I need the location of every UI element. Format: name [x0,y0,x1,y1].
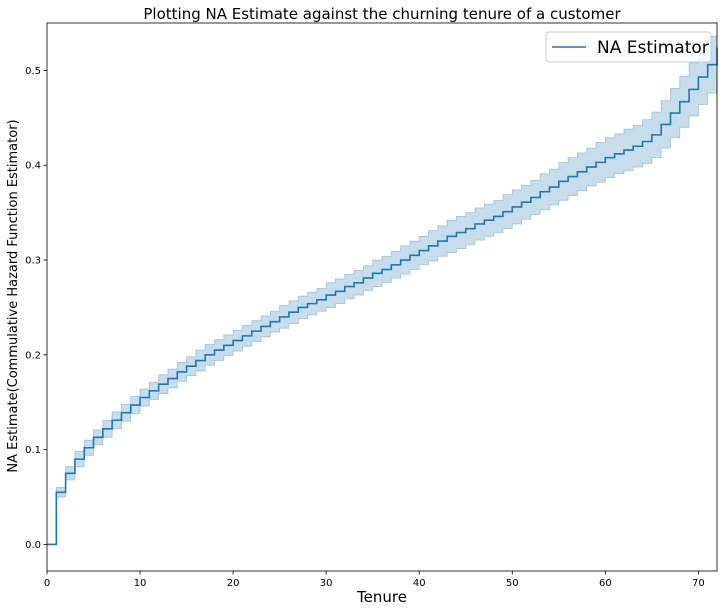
y-tick-label: 0.4 [25,161,41,172]
x-tick-label: 0 [44,578,50,589]
x-tick-label: 10 [134,578,147,589]
chart-title: Plotting NA Estimate against the churnin… [143,5,621,23]
x-axis-label: Tenure [356,588,407,606]
y-tick-label: 0.1 [25,445,41,456]
x-tick-label: 60 [599,578,612,589]
plot-area [47,18,718,546]
axes-border [46,22,718,572]
ci-lower-edge [47,77,718,545]
series-line-group [47,47,718,546]
y-tick-label: 0.5 [25,66,41,77]
axes-frame [46,22,718,572]
confidence-band [47,18,718,545]
x-axis-ticks: 0 10 20 30 40 50 60 70 [44,571,705,589]
legend: NA Estimator [545,31,712,63]
x-tick-label: 50 [506,578,519,589]
y-tick-label: 0.3 [25,256,41,267]
x-tick-label: 20 [227,578,240,589]
legend-entry-label: NA Estimator [597,38,709,58]
na-estimator-line [47,47,718,546]
y-tick-label: 0.0 [25,540,41,551]
legend-box [545,31,712,63]
y-tick-label: 0.2 [25,350,41,361]
y-axis-label: NA Estimate(Commulative Hazard Function … [6,119,21,472]
x-tick-label: 30 [320,578,333,589]
y-axis-ticks: 0.0 0.1 0.2 0.3 0.4 0.5 [25,66,47,551]
x-tick-label: 40 [413,578,426,589]
x-tick-label: 70 [692,578,705,589]
ci-upper-edge [47,18,718,545]
